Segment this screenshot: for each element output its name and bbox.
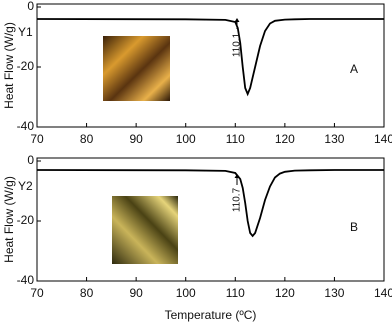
plot-frame [36,157,385,282]
x-tick-label: 130 [324,132,344,146]
x-tick-label: 90 [129,132,143,146]
y-axis-label: Heat Flow (W/g) [2,22,16,109]
x-tick-label: 70 [30,132,44,146]
x-tick-label: 120 [275,132,295,146]
x-tick-label: 100 [176,132,196,146]
annotation: B [350,220,358,234]
annotation: 110.7 [232,187,243,212]
x-tick-label: 140 [374,286,392,300]
annotation: Y1 [18,25,33,39]
x-tick-label: 80 [80,286,94,300]
x-tick-label: 100 [176,286,196,300]
x-tick-label: 140 [374,132,392,146]
data-line [36,18,384,97]
x-tick-label: 110 [226,132,245,146]
x-tick-label: 80 [80,132,94,146]
annotation: Y2 [18,179,33,193]
x-axis-label: Temperature (ºC) [165,308,257,322]
sample-photo [112,196,178,264]
plot-frame [36,3,385,128]
y-tick-label: 0 [27,0,34,13]
annotation: A [350,62,358,76]
sample-photo [103,36,170,101]
arrow-head [234,18,240,22]
x-tick-label: 70 [30,286,44,300]
x-tick-label: 120 [275,286,295,300]
y-axis-label: Heat Flow (W/g) [2,176,16,263]
y-tick-label: -20 [17,59,35,73]
data-line [36,169,384,238]
x-tick-label: 90 [129,286,143,300]
annotation: 110.1 [232,32,243,57]
arrow-head [234,174,240,178]
x-tick-label: 130 [324,286,344,300]
y-tick-label: -20 [17,213,35,227]
y-tick-label: -40 [17,119,35,133]
x-tick-label: 110 [226,286,245,300]
y-tick-label: 0 [27,153,34,167]
y-tick-label: -40 [17,273,35,287]
